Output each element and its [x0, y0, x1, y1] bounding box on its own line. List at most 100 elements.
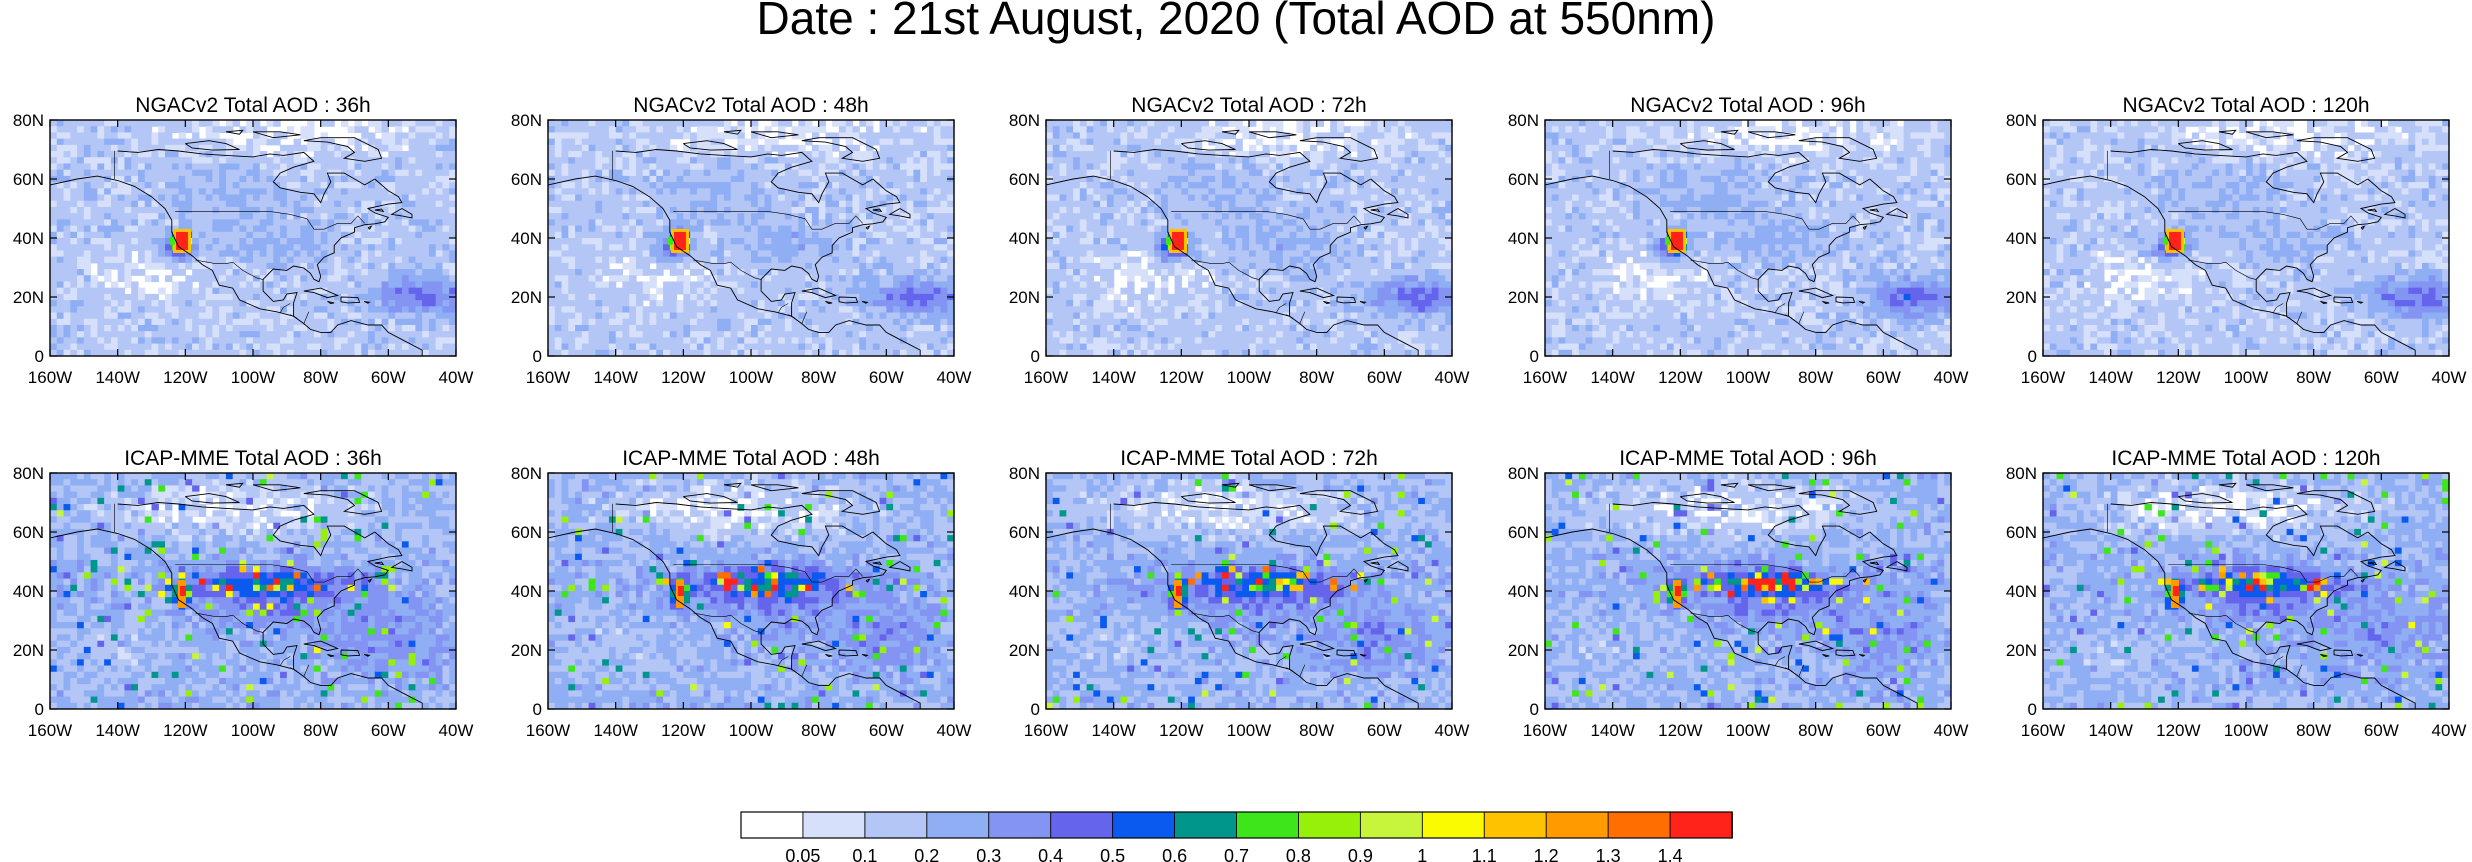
colorbar-swatch: [1359, 811, 1424, 839]
lon-tick-label: 120W: [2156, 721, 2200, 740]
lon-tick-label: 160W: [2021, 368, 2065, 387]
lat-tick-label: 80N: [2006, 464, 2037, 483]
lat-tick-label: 20N: [13, 641, 44, 660]
colorbar-swatch: [1112, 811, 1176, 839]
colorbar-label: 1.3: [1596, 846, 1621, 862]
panel-title: NGACv2 Total AOD : 120h: [2122, 94, 2369, 117]
lon-tick-label: 100W: [2224, 721, 2268, 740]
lat-tick-label: 40N: [1009, 229, 1040, 248]
lon-tick-label: 120W: [1159, 721, 1203, 740]
lat-tick-label: 0: [1530, 700, 1539, 719]
lon-tick-label: 80W: [303, 721, 338, 740]
lon-tick-label: 100W: [729, 368, 773, 387]
lon-tick-label: 60W: [371, 368, 406, 387]
colorbar-swatch: [1174, 811, 1238, 839]
colorbar-swatch: [1297, 811, 1362, 839]
lat-tick-label: 20N: [1508, 288, 1539, 307]
colorbar-label: 1.2: [1534, 846, 1559, 862]
lon-tick-label: 140W: [95, 721, 139, 740]
lon-tick-label: 80W: [1798, 368, 1833, 387]
aod-field: [2043, 473, 2449, 709]
lon-tick-label: 80W: [801, 368, 836, 387]
lon-tick-label: 120W: [2156, 368, 2200, 387]
panel-title: NGACv2 Total AOD : 96h: [1630, 94, 1865, 117]
colorbar-label: 0.05: [785, 846, 820, 862]
lat-tick-label: 40N: [2006, 582, 2037, 601]
aod-field: [548, 473, 954, 709]
panel-title: ICAP-MME Total AOD : 72h: [1120, 447, 1378, 470]
map-panel: NGACv2 Total AOD : 120h 80N 60N 40N 20N 0 160W…: [2006, 94, 2467, 387]
lat-tick-label: 60N: [511, 523, 542, 542]
lon-tick-label: 100W: [1726, 368, 1770, 387]
colorbar-label: 0.5: [1100, 846, 1125, 862]
colorbar-swatch: [1669, 811, 1733, 839]
map-panel: NGACv2 Total AOD : 36h 80N 60N 40N 20N 0 160W 1…: [13, 94, 474, 387]
lon-tick-label: 40W: [439, 721, 474, 740]
lon-tick-label: 80W: [2296, 368, 2331, 387]
map-panel: NGACv2 Total AOD : 72h 80N 60N 40N 20N 0 160W 1…: [1009, 94, 1470, 387]
lon-tick-label: 100W: [1227, 368, 1271, 387]
lon-tick-label: 40W: [1934, 368, 1969, 387]
colorbar-swatch: [802, 811, 866, 839]
map-panel: ICAP-MME Total AOD : 48h 80N 60N 40N 20N 0 160…: [511, 447, 972, 740]
aod-field: [1046, 120, 1452, 356]
colorbar-label: 0.4: [1038, 846, 1063, 862]
coastlines: [50, 129, 423, 356]
coastlines: [548, 482, 921, 709]
aod-field: [1046, 473, 1452, 709]
lat-tick-label: 40N: [1009, 582, 1040, 601]
lat-tick-label: 0: [1031, 347, 1040, 366]
lon-tick-label: 160W: [2021, 721, 2065, 740]
lat-tick-label: 80N: [511, 111, 542, 130]
coastlines: [1545, 129, 1918, 356]
lon-tick-label: 140W: [1590, 721, 1634, 740]
map-panel: ICAP-MME Total AOD : 120h 80N 60N 40N 20N 0 16…: [2006, 447, 2467, 740]
lon-tick-label: 120W: [163, 368, 207, 387]
colorbar-swatch: [1421, 811, 1486, 839]
lon-tick-label: 80W: [801, 721, 836, 740]
colorbar-label: 1.1: [1472, 846, 1497, 862]
lon-tick-label: 60W: [1367, 368, 1402, 387]
lon-tick-label: 100W: [231, 368, 275, 387]
colorbar-swatch: [1236, 811, 1300, 839]
lat-tick-label: 20N: [2006, 288, 2037, 307]
lon-tick-label: 120W: [163, 721, 207, 740]
lat-tick-label: 40N: [511, 582, 542, 601]
lon-tick-label: 40W: [1435, 721, 1470, 740]
lat-tick-label: 60N: [2006, 523, 2037, 542]
lon-tick-label: 40W: [937, 368, 972, 387]
lon-tick-label: 40W: [2432, 721, 2467, 740]
panels: NGACv2 Total AOD : 36h 80N 60N 40N 20N 0 160W 1…: [13, 94, 2467, 740]
lon-tick-label: 140W: [593, 721, 637, 740]
panel-title: ICAP-MME Total AOD : 120h: [2111, 447, 2380, 470]
aod-field: [1545, 120, 1951, 356]
lon-tick-label: 100W: [1726, 721, 1770, 740]
colorbar-swatch: [740, 811, 804, 839]
colorbar-swatch: [988, 811, 1052, 839]
lat-tick-label: 20N: [511, 288, 542, 307]
lat-tick-label: 20N: [1009, 288, 1040, 307]
panel-title: ICAP-MME Total AOD : 96h: [1619, 447, 1877, 470]
aod-field: [1545, 473, 1951, 709]
panel-title: NGACv2 Total AOD : 36h: [135, 94, 370, 117]
lat-tick-label: 80N: [13, 111, 44, 130]
lon-tick-label: 120W: [1658, 368, 1702, 387]
lon-tick-label: 140W: [2088, 368, 2132, 387]
lat-tick-label: 20N: [1508, 641, 1539, 660]
lon-tick-label: 60W: [1367, 721, 1402, 740]
lon-tick-label: 40W: [1934, 721, 1969, 740]
lon-tick-label: 40W: [937, 721, 972, 740]
colorbar-label: 0.1: [852, 846, 877, 862]
lon-tick-label: 60W: [1866, 721, 1901, 740]
aod-field: [548, 120, 954, 356]
lon-tick-label: 100W: [231, 721, 275, 740]
lon-tick-label: 40W: [439, 368, 474, 387]
lon-tick-label: 160W: [28, 721, 72, 740]
lon-tick-label: 100W: [1227, 721, 1271, 740]
lon-tick-label: 120W: [661, 721, 705, 740]
lon-tick-label: 60W: [2364, 368, 2399, 387]
colorbar-label: 0.3: [976, 846, 1001, 862]
lat-tick-label: 20N: [2006, 641, 2037, 660]
lon-tick-label: 140W: [95, 368, 139, 387]
lon-tick-label: 80W: [303, 368, 338, 387]
